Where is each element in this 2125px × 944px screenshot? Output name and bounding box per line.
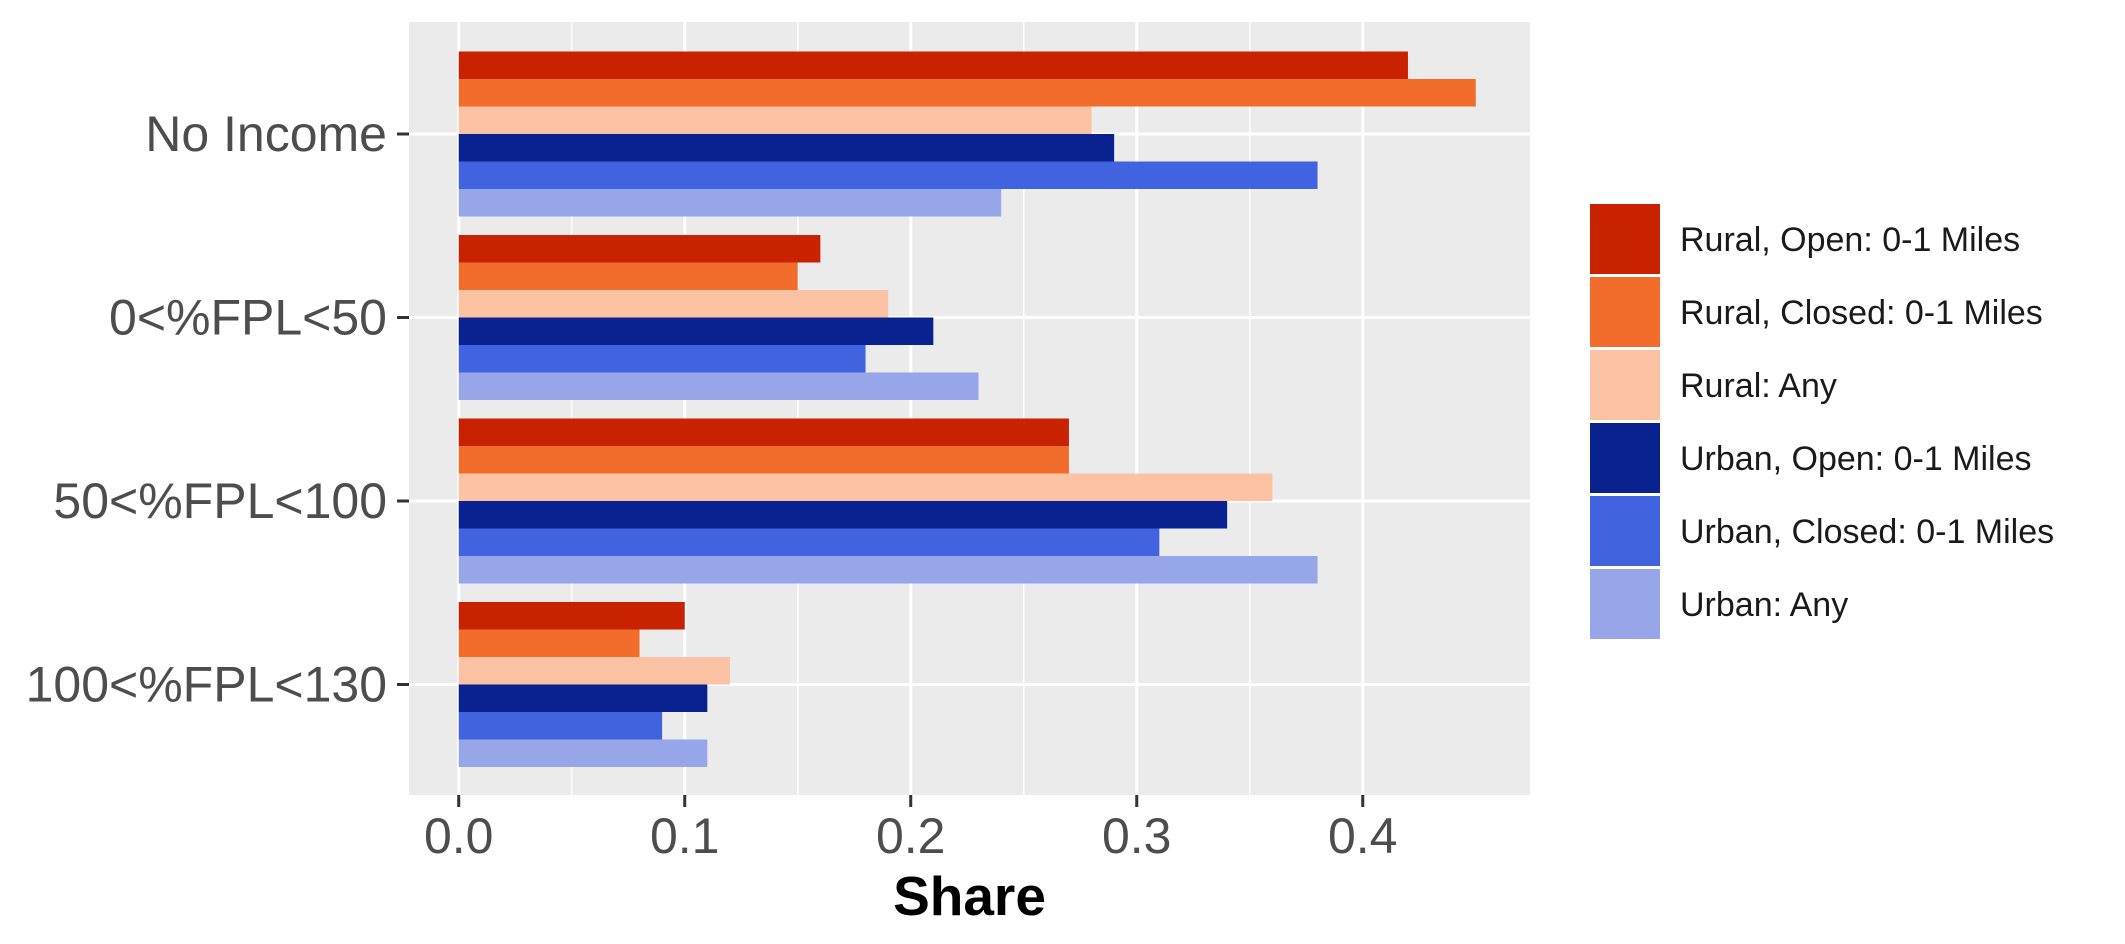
legend-key	[1590, 204, 1660, 274]
legend-key	[1590, 569, 1660, 639]
x-axis-title: Share	[893, 865, 1046, 927]
legend: Rural, Open: 0-1 Miles Rural, Closed: 0-1…	[1590, 204, 2054, 639]
legend-key	[1590, 496, 1660, 566]
legend-label: Urban, Closed: 0-1 Miles	[1680, 513, 2054, 551]
y-tick-label: 0<%FPL<50	[109, 290, 387, 346]
bar	[458, 501, 1228, 529]
bar	[458, 418, 1069, 446]
bar	[458, 602, 685, 630]
legend-label: Rural, Closed: 0-1 Miles	[1680, 294, 2043, 332]
bar	[458, 712, 663, 740]
bar	[458, 629, 640, 657]
x-tick-label: 0.0	[424, 808, 494, 864]
bar	[458, 345, 866, 373]
bar	[458, 51, 1408, 79]
legend-label: Rural, Open: 0-1 Miles	[1680, 221, 2020, 259]
legend-key	[1590, 277, 1660, 347]
y-tick-label: 50<%FPL<100	[53, 473, 387, 529]
bar	[458, 106, 1092, 134]
x-tick-label: 0.1	[650, 808, 720, 864]
y-tick-label: 100<%FPL<130	[26, 657, 387, 713]
bar	[458, 684, 708, 712]
bar	[458, 161, 1318, 189]
bar	[458, 235, 821, 263]
bar	[458, 657, 730, 685]
bar	[458, 446, 1069, 474]
x-tick-label: 0.2	[876, 808, 946, 864]
legend-key	[1590, 350, 1660, 420]
bar	[458, 473, 1273, 501]
bar	[458, 262, 798, 290]
bar	[458, 556, 1318, 584]
bar	[458, 528, 1160, 556]
x-tick-label: 0.4	[1328, 808, 1398, 864]
axes: No Income 0<%FPL<50 50<%FPL<100 100<%FPL<13…	[26, 106, 1398, 864]
bar	[458, 189, 1002, 217]
legend-label: Urban: Any	[1680, 586, 1848, 624]
bar	[458, 317, 934, 345]
legend-label: Urban, Open: 0-1 Miles	[1680, 440, 2032, 478]
y-tick-label: No Income	[145, 106, 387, 162]
bars	[458, 51, 1476, 767]
bar	[458, 739, 708, 767]
bar	[458, 134, 1115, 162]
legend-key	[1590, 423, 1660, 493]
legend-label: Rural: Any	[1680, 367, 1837, 405]
bar	[458, 290, 889, 318]
bar	[458, 79, 1476, 107]
bar	[458, 372, 979, 400]
x-tick-label: 0.3	[1102, 808, 1172, 864]
